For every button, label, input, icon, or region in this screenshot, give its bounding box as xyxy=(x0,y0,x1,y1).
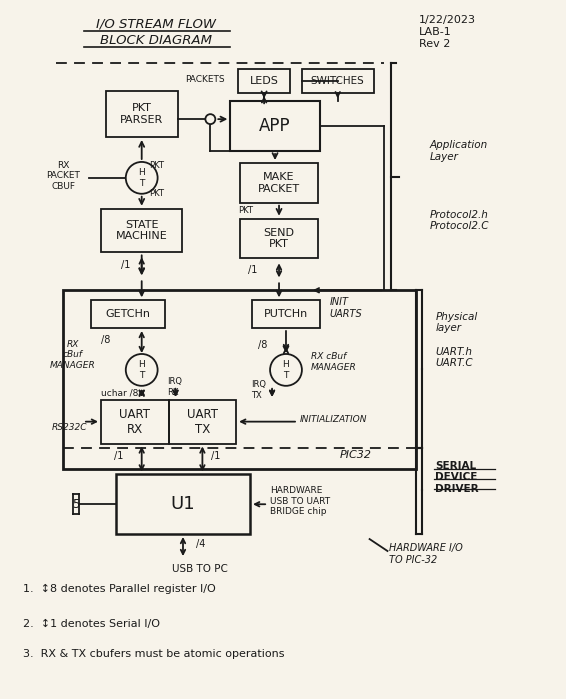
Text: IRQ
RX: IRQ RX xyxy=(168,377,183,396)
Bar xyxy=(101,400,169,444)
Bar xyxy=(106,92,178,137)
Text: IRQ
TX: IRQ TX xyxy=(251,380,266,400)
Text: uchar /8: uchar /8 xyxy=(101,388,138,397)
Text: /1: /1 xyxy=(121,261,130,271)
Bar xyxy=(101,209,182,252)
Circle shape xyxy=(126,162,157,194)
Text: 3.  RX & TX cbufers must be atomic operations: 3. RX & TX cbufers must be atomic operat… xyxy=(23,649,285,658)
Bar xyxy=(240,163,318,203)
Text: PUTCHn: PUTCHn xyxy=(264,309,308,319)
Text: Rev 2: Rev 2 xyxy=(419,38,451,48)
Text: 1.  ↕8 denotes Parallel register I/O: 1. ↕8 denotes Parallel register I/O xyxy=(23,584,216,594)
Text: INITIALIZATION: INITIALIZATION xyxy=(300,415,367,424)
Bar xyxy=(302,69,374,93)
Circle shape xyxy=(126,354,157,386)
Text: RX
cBuf
MANAGER: RX cBuf MANAGER xyxy=(50,340,96,370)
Circle shape xyxy=(270,354,302,386)
Text: PIC32: PIC32 xyxy=(340,450,372,461)
Text: UART
TX: UART TX xyxy=(187,408,218,435)
Text: T: T xyxy=(284,371,289,380)
Text: PKT: PKT xyxy=(238,206,253,215)
Text: Protocol2.h
Protocol2.C: Protocol2.h Protocol2.C xyxy=(429,210,489,231)
Circle shape xyxy=(205,114,215,124)
Text: LAB-1: LAB-1 xyxy=(419,27,452,36)
Bar xyxy=(238,69,290,93)
Text: I/O STREAM FLOW: I/O STREAM FLOW xyxy=(96,17,216,30)
Text: PACKETS: PACKETS xyxy=(186,75,225,84)
Text: UART
RX: UART RX xyxy=(119,408,150,435)
Text: HARDWARE I/O
TO PIC-32: HARDWARE I/O TO PIC-32 xyxy=(389,543,463,565)
Text: BLOCK DIAGRAM: BLOCK DIAGRAM xyxy=(100,34,212,47)
Text: /8: /8 xyxy=(101,335,110,345)
Text: SWITCHES: SWITCHES xyxy=(311,76,365,86)
Text: INIT
UARTS: INIT UARTS xyxy=(330,297,362,319)
Text: RX cBuf
MANAGER: RX cBuf MANAGER xyxy=(311,352,357,372)
Text: SEND
PKT: SEND PKT xyxy=(264,228,294,250)
Text: /8: /8 xyxy=(258,340,268,350)
Text: RS232C: RS232C xyxy=(52,423,87,432)
Text: 2.  ↕1 denotes Serial I/O: 2. ↕1 denotes Serial I/O xyxy=(23,619,160,628)
Text: SERIAL
DEVICE
DRIVER: SERIAL DEVICE DRIVER xyxy=(435,461,479,494)
Text: /1: /1 xyxy=(114,452,123,461)
Text: STATE
MACHINE: STATE MACHINE xyxy=(116,219,168,241)
Text: HARDWARE
USB TO UART
BRIDGE chip: HARDWARE USB TO UART BRIDGE chip xyxy=(270,487,330,516)
Bar xyxy=(230,101,320,151)
Text: RX
PACKET
CBUF: RX PACKET CBUF xyxy=(46,161,80,191)
Text: H: H xyxy=(138,168,145,178)
Text: H: H xyxy=(138,361,145,370)
Text: MAKE
PACKET: MAKE PACKET xyxy=(258,172,300,194)
Text: /4: /4 xyxy=(196,539,205,549)
Text: GETCHn: GETCHn xyxy=(105,309,150,319)
Bar xyxy=(116,475,250,534)
Text: T: T xyxy=(139,180,144,188)
Text: Application
Layer: Application Layer xyxy=(429,140,487,161)
Bar xyxy=(91,301,165,328)
Bar xyxy=(252,301,320,328)
Text: PKT
PARSER: PKT PARSER xyxy=(120,103,164,125)
Text: Physical
layer

UART.h
UART.C: Physical layer UART.h UART.C xyxy=(435,312,478,368)
Bar xyxy=(240,219,318,259)
Text: LEDS: LEDS xyxy=(250,76,278,86)
Text: /1: /1 xyxy=(211,452,220,461)
Text: PKT: PKT xyxy=(149,161,164,171)
Bar xyxy=(63,290,417,470)
Text: U1: U1 xyxy=(171,495,195,513)
Bar xyxy=(169,400,236,444)
Text: /1: /1 xyxy=(248,266,258,275)
Text: 5: 5 xyxy=(72,498,80,511)
Text: APP: APP xyxy=(259,117,291,135)
Text: PKT: PKT xyxy=(149,189,164,199)
Text: USB TO PC: USB TO PC xyxy=(173,564,228,574)
Text: 1/22/2023: 1/22/2023 xyxy=(419,15,477,24)
Text: H: H xyxy=(282,361,289,370)
Text: T: T xyxy=(139,371,144,380)
